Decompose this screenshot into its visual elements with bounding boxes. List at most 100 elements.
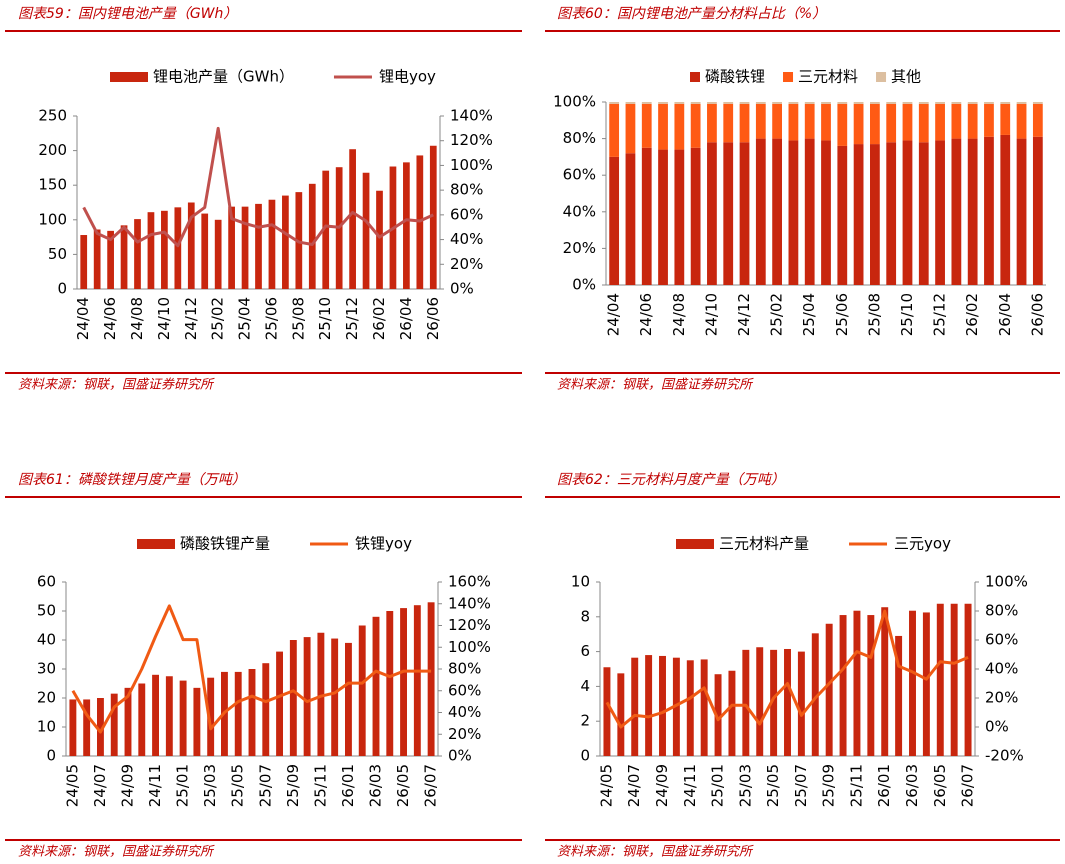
- bar: [659, 655, 666, 756]
- x-tick-label: 25/02: [768, 293, 786, 336]
- bar: [853, 610, 861, 756]
- legend-label: 三元材料产量: [719, 535, 809, 553]
- legend-swatch: [783, 72, 794, 82]
- legend-swatch: [690, 72, 700, 82]
- bar: [631, 657, 639, 756]
- x-tick-label: 24/08: [670, 293, 688, 336]
- bar-segment: [1032, 136, 1043, 285]
- x-tick-label: 25/03: [201, 764, 219, 807]
- y-tick-label: 6: [580, 642, 590, 660]
- y-tick-label: 10: [37, 718, 56, 736]
- bar: [234, 671, 242, 756]
- bar-segment: [707, 142, 717, 285]
- bar-segment: [1000, 102, 1011, 104]
- x-tick-label: 25/12: [343, 297, 361, 340]
- legend-label: 磷酸铁锂产量: [180, 535, 270, 553]
- x-tick-label: 26/06: [424, 297, 442, 340]
- bar-segment: [853, 103, 864, 145]
- x-tick-label: 26/04: [996, 293, 1014, 336]
- bar-segment: [853, 102, 864, 104]
- bar-segment: [609, 103, 620, 157]
- bar-segment: [984, 136, 994, 285]
- bar-segment: [641, 103, 652, 148]
- bar-segment: [755, 102, 766, 104]
- bar-segment: [951, 138, 962, 285]
- bar-segment: [658, 102, 668, 104]
- bar: [784, 648, 791, 756]
- bar-segment: [788, 140, 799, 285]
- x-tick-label: 25/11: [847, 764, 865, 807]
- bar-segment: [853, 144, 864, 285]
- x-tick-label: 26/05: [931, 764, 949, 807]
- bar-segment: [984, 102, 994, 104]
- bar: [83, 699, 91, 756]
- bar-segment: [755, 103, 766, 139]
- bar-segment: [951, 102, 962, 104]
- bar-segment: [1000, 103, 1011, 135]
- y-tick-label: 140%: [448, 594, 491, 612]
- bar-segment: [690, 103, 701, 148]
- bar: [950, 603, 958, 756]
- bar-segment: [690, 102, 701, 104]
- x-tick-label: 24/04: [605, 293, 623, 336]
- x-tick-label: 25/09: [284, 764, 302, 807]
- bar-segment: [772, 138, 782, 285]
- source: 资料来源：钢联，国盛证券研究所: [557, 377, 754, 393]
- bar: [165, 676, 173, 756]
- bar: [349, 149, 356, 289]
- bar: [909, 610, 916, 756]
- bar: [825, 623, 833, 756]
- figure-title: 图表61：磷酸铁锂月度产量（万吨）: [18, 472, 246, 488]
- bar: [881, 607, 889, 756]
- bar-segment: [1000, 134, 1011, 285]
- y-tick-label: 80%: [448, 660, 481, 678]
- bar-segment: [707, 102, 717, 104]
- y-tick-label: 0: [57, 280, 67, 298]
- bar: [147, 212, 155, 289]
- y-tick-label: 30: [37, 660, 56, 678]
- x-tick-label: 25/08: [289, 297, 307, 340]
- bar: [964, 603, 972, 756]
- x-tick-label: 26/07: [959, 764, 977, 807]
- legend-swatch: [110, 72, 148, 82]
- y-tick-label: 120%: [448, 616, 491, 634]
- bar: [241, 206, 249, 289]
- bar-segment: [674, 103, 685, 150]
- bar: [214, 219, 222, 289]
- y-tick-label: 4: [580, 677, 590, 695]
- y-tick-label: 100%: [985, 573, 1028, 591]
- y-tick-label: 60%: [450, 205, 483, 223]
- bar-segment: [625, 102, 636, 104]
- bar-segment: [837, 103, 848, 146]
- bar: [400, 608, 407, 756]
- bar: [839, 615, 847, 756]
- x-tick-label: 25/05: [229, 764, 247, 807]
- bar-segment: [918, 102, 929, 104]
- bar-segment: [1032, 102, 1043, 104]
- bar-segment: [1016, 138, 1027, 285]
- figure-title: 图表60：国内锂电池产量分材料占比（%）: [557, 6, 826, 22]
- bar: [80, 235, 88, 289]
- bar: [124, 687, 132, 756]
- source: 资料来源：钢联，国盛证券研究所: [18, 377, 215, 393]
- bar-segment: [935, 102, 945, 104]
- x-tick-label: 26/01: [339, 764, 357, 807]
- bar: [756, 647, 764, 756]
- x-tick-label: 24/12: [182, 297, 200, 340]
- y-tick-label: 8: [580, 607, 590, 625]
- x-tick-label: 26/07: [422, 764, 440, 807]
- bar-segment: [739, 142, 750, 285]
- bar: [308, 183, 316, 289]
- bar: [134, 219, 141, 289]
- bar-segment: [870, 144, 880, 285]
- bar: [161, 210, 168, 289]
- bar: [187, 202, 195, 289]
- y-tick-label: 20%: [563, 239, 596, 257]
- figure-title: 图表59：国内锂电池产量（GWh）: [18, 6, 237, 22]
- bar-segment: [804, 103, 815, 139]
- bar-segment: [821, 102, 831, 104]
- bar: [201, 213, 209, 289]
- bar: [372, 616, 380, 756]
- bar-segment: [674, 102, 685, 104]
- y-tick-label: 60%: [985, 631, 1018, 649]
